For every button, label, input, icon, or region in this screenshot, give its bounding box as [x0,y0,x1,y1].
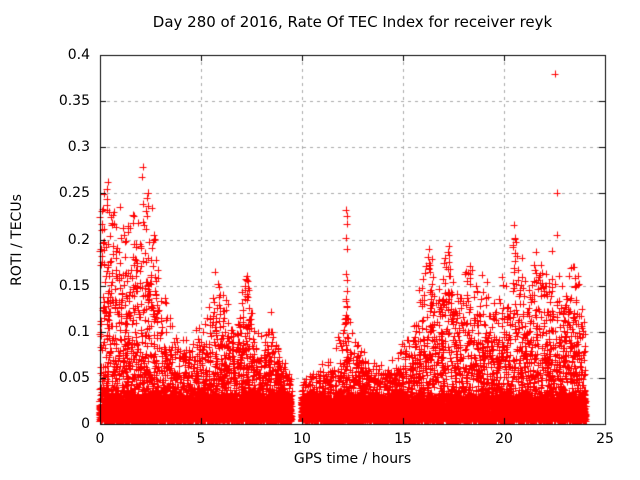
x-tick-label: 15 [394,431,412,447]
x-axis-label: GPS time / hours [293,451,412,467]
y-tick-label: 0.15 [58,277,90,294]
y-tick-label: 0 [81,416,90,432]
x-tick-label: 5 [196,431,206,447]
chart-title: Day 280 of 2016, Rate Of TEC Index for r… [152,13,553,31]
y-tick-label: 0.05 [58,369,90,386]
y-tick-label: 0.3 [67,139,90,156]
x-tick-label: 10 [293,431,311,447]
x-tick-label: 25 [596,431,614,447]
x-tick-label: 20 [495,431,513,447]
y-tick-label: 0.4 [67,47,90,63]
y-tick-label: 0.1 [67,323,90,340]
y-tick-label: 0.25 [58,185,90,202]
x-tick-label: 0 [95,431,105,447]
y-tick-label: 0.2 [67,231,90,248]
y-tick-label: 0.35 [58,93,90,110]
